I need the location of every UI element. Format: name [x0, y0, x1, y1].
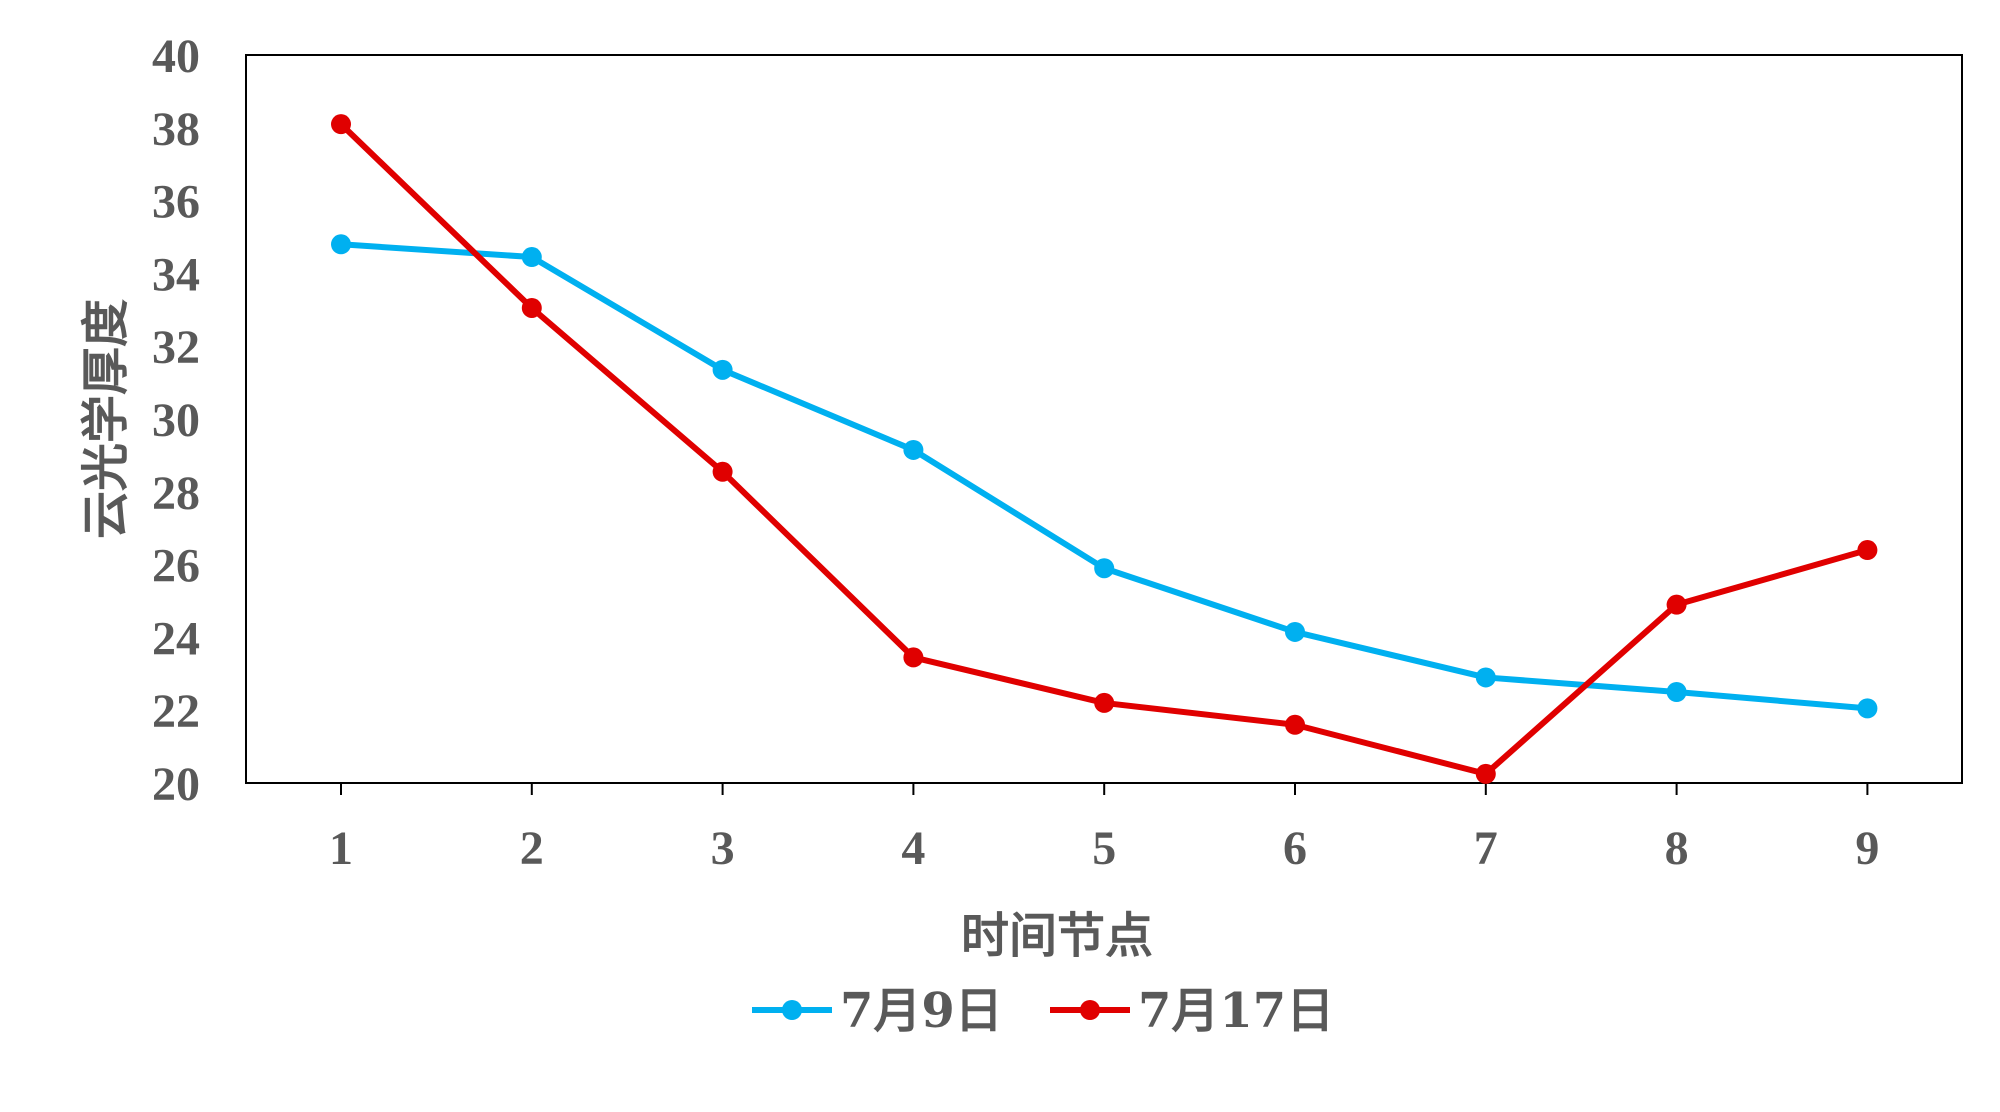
- data-point: [331, 234, 351, 255]
- y-tick-label: 26: [152, 540, 200, 593]
- series-line: [338, 121, 1871, 777]
- y-axis-ticks: 20 22 24 26 28 30 32 34 36 38 40: [152, 30, 200, 811]
- data-point: [1285, 714, 1305, 735]
- data-point: [1857, 540, 1878, 561]
- x-axis-title: 时间节点: [961, 908, 1153, 964]
- plot-frame: [245, 54, 1963, 784]
- legend-swatch-marker: [1080, 1000, 1100, 1020]
- y-axis-title: 云光学厚度: [78, 299, 134, 539]
- data-point: [1475, 667, 1496, 688]
- x-tick-label: 9: [1855, 822, 1879, 875]
- data-point: [712, 359, 733, 380]
- y-tick-label: 40: [152, 30, 200, 83]
- data-point: [331, 114, 351, 135]
- x-axis-ticks: 1 2 3 4 5 6 7 8 9: [329, 783, 1879, 875]
- data-point: [1857, 698, 1878, 719]
- y-tick-label: 20: [152, 758, 200, 811]
- legend: 7月9日 7月17日: [752, 983, 1334, 1039]
- x-tick-label: 8: [1665, 822, 1689, 875]
- data-point: [1666, 682, 1687, 702]
- x-tick-label: 4: [901, 822, 925, 875]
- data-point: [1475, 763, 1496, 784]
- y-tick-label: 32: [152, 321, 200, 374]
- data-point: [1285, 621, 1305, 642]
- data-point: [1666, 594, 1687, 615]
- legend-swatch-marker: [782, 1000, 802, 1020]
- x-tick-label: 6: [1283, 822, 1307, 875]
- y-tick-label: 28: [152, 467, 200, 520]
- x-tick-label: 5: [1092, 822, 1116, 875]
- data-point: [521, 297, 542, 318]
- data-point: [521, 247, 542, 268]
- y-tick-label: 34: [152, 248, 200, 301]
- y-tick-label: 22: [152, 685, 200, 738]
- x-tick-label: 3: [711, 822, 735, 875]
- data-point: [903, 647, 924, 668]
- data-point: [903, 439, 924, 460]
- x-tick-label: 7: [1474, 822, 1498, 875]
- legend-label: 7月9日: [840, 983, 1003, 1039]
- legend-label: 7月17日: [1138, 983, 1334, 1039]
- x-tick-label: 2: [520, 822, 544, 875]
- y-tick-label: 24: [152, 612, 200, 665]
- y-tick-label: 30: [152, 394, 200, 447]
- x-tick-label: 1: [329, 822, 353, 875]
- data-point: [1094, 558, 1115, 579]
- data-point: [1094, 692, 1115, 713]
- y-tick-label: 38: [152, 103, 200, 156]
- series-layer: [331, 114, 1878, 784]
- y-tick-label: 36: [152, 176, 200, 229]
- data-point: [712, 461, 733, 482]
